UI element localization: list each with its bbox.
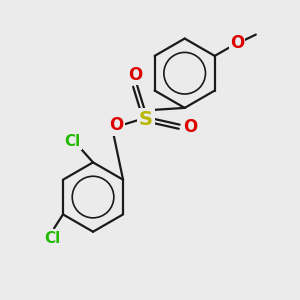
Text: S: S	[139, 110, 153, 129]
Text: O: O	[184, 118, 198, 136]
Text: O: O	[109, 116, 123, 134]
Text: O: O	[128, 66, 142, 84]
Text: Cl: Cl	[44, 231, 60, 246]
Text: Cl: Cl	[64, 134, 80, 149]
Text: O: O	[230, 34, 244, 52]
